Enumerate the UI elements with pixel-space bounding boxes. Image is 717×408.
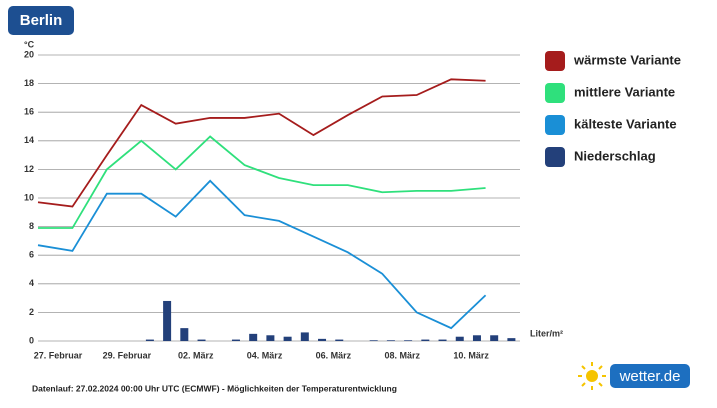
sun-rays bbox=[578, 362, 606, 390]
y-axis-label: °C bbox=[24, 39, 35, 49]
y-tick-label: 6 bbox=[29, 250, 34, 260]
bar bbox=[145, 339, 154, 341]
line-series bbox=[37, 179, 487, 330]
line-series bbox=[37, 78, 486, 208]
chart-title: Berlin bbox=[20, 12, 63, 29]
y-tick-label: 18 bbox=[24, 78, 34, 88]
y-tick-label: 10 bbox=[24, 192, 34, 202]
legend-label: kälteste Variante bbox=[574, 116, 677, 131]
title-box bbox=[8, 6, 74, 35]
bar bbox=[180, 328, 189, 341]
bar bbox=[455, 336, 464, 341]
sun bbox=[586, 370, 598, 382]
legend-swatch bbox=[545, 51, 565, 71]
y-tick-label: 8 bbox=[29, 221, 34, 231]
bar bbox=[404, 340, 413, 341]
x-tick-label: 02. März bbox=[178, 350, 214, 360]
logo: wetter.de bbox=[578, 362, 690, 390]
bar bbox=[507, 338, 516, 341]
bar bbox=[249, 333, 258, 341]
legend-swatch bbox=[545, 83, 565, 103]
bar bbox=[231, 339, 240, 341]
legend-label: Niederschlag bbox=[574, 148, 656, 163]
footer: Datenlauf: 27.02.2024 00:00 Uhr UTC (ECM… bbox=[32, 383, 397, 393]
bar bbox=[421, 339, 430, 341]
bar bbox=[266, 335, 275, 341]
x-tick-label: 27. Februar bbox=[34, 350, 83, 360]
bar bbox=[386, 340, 395, 341]
x-tick-label: 06. März bbox=[316, 350, 352, 360]
logo-text: wetter.de bbox=[619, 368, 681, 385]
x-tick-label: 10. März bbox=[453, 350, 489, 360]
bar bbox=[283, 336, 292, 341]
legend-swatch bbox=[545, 115, 565, 135]
bar bbox=[163, 300, 172, 341]
y-tick-label: 0 bbox=[29, 335, 34, 345]
y-tick-label: 12 bbox=[24, 164, 34, 174]
legend-label: mittlere Variante bbox=[574, 84, 675, 99]
bar bbox=[300, 332, 309, 341]
y-tick-label: 16 bbox=[24, 107, 34, 117]
x-tick-label: 08. März bbox=[385, 350, 421, 360]
bar bbox=[197, 339, 206, 341]
x-tick-label: 29. Februar bbox=[103, 350, 152, 360]
unit-label: Liter/m² bbox=[530, 328, 563, 338]
legend-swatch bbox=[545, 147, 565, 167]
bar bbox=[438, 339, 447, 341]
bar bbox=[369, 340, 378, 341]
bar bbox=[490, 335, 499, 341]
bar bbox=[335, 339, 344, 341]
y-tick-label: 14 bbox=[24, 135, 34, 145]
legend-label: wärmste Variante bbox=[573, 52, 681, 67]
y-tick-label: 2 bbox=[29, 307, 34, 317]
y-tick-label: 4 bbox=[29, 278, 34, 288]
bar bbox=[318, 338, 327, 341]
bar bbox=[472, 335, 481, 341]
line-series bbox=[38, 135, 486, 229]
x-tick-label: 04. März bbox=[247, 350, 283, 360]
y-tick-label: 20 bbox=[24, 49, 34, 59]
